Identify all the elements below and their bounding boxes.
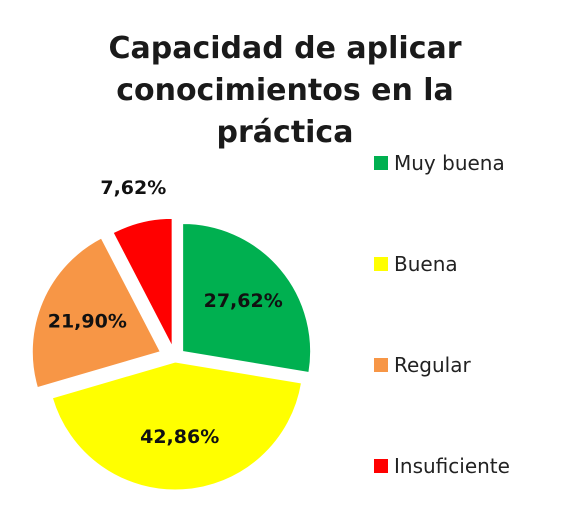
pie-value-label-muy-buena: 27,62%: [204, 290, 283, 312]
chart-title-line-1: Capacidad de aplicar: [108, 31, 461, 66]
legend-label-regular: Regular: [394, 353, 471, 377]
legend-label-buena: Buena: [394, 252, 458, 276]
legend-swatch-insuficiente: [374, 459, 388, 473]
pie-value-label-regular: 21,90%: [48, 311, 127, 333]
pie-slice-muy-buena: [182, 223, 312, 374]
legend-swatch-regular: [374, 358, 388, 372]
chart-title-line-2: conocimientos en la: [116, 73, 454, 108]
chart-title: Capacidad de aplicar conocimientos en la…: [108, 31, 461, 150]
legend-label-insuficiente: Insuficiente: [394, 454, 510, 478]
pie-slice-regular: [31, 237, 162, 389]
pie-slices: [31, 217, 312, 491]
chart-title-line-3: práctica: [217, 115, 354, 150]
pie-slice-buena: [51, 361, 303, 491]
legend-swatch-buena: [374, 257, 388, 271]
legend-swatch-muy-buena: [374, 156, 388, 170]
pie-value-label-insuficiente: 7,62%: [100, 177, 166, 199]
pie-value-label-buena: 42,86%: [140, 426, 219, 448]
pie-slice-insuficiente: [112, 217, 173, 347]
pie-value-labels: 27,62% 42,86% 21,90% 7,62%: [48, 177, 283, 448]
legend: Muy buena Buena Regular Insuficiente: [374, 151, 510, 478]
legend-label-muy-buena: Muy buena: [394, 151, 505, 175]
